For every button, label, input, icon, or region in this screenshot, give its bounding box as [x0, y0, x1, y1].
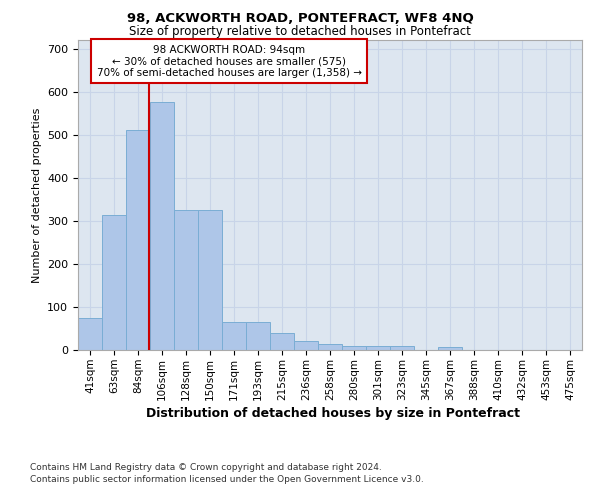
- Bar: [318, 344, 342, 350]
- Bar: [294, 342, 318, 350]
- Y-axis label: Number of detached properties: Number of detached properties: [32, 108, 41, 282]
- Text: Contains public sector information licensed under the Open Government Licence v3: Contains public sector information licen…: [30, 475, 424, 484]
- Bar: [198, 210, 222, 350]
- Bar: [222, 322, 246, 350]
- Text: Contains HM Land Registry data © Crown copyright and database right 2024.: Contains HM Land Registry data © Crown c…: [30, 462, 382, 471]
- Bar: [102, 215, 126, 350]
- Bar: [174, 210, 198, 350]
- Text: Distribution of detached houses by size in Pontefract: Distribution of detached houses by size …: [146, 408, 520, 420]
- Bar: [390, 346, 414, 350]
- Bar: [438, 346, 462, 350]
- Bar: [366, 346, 390, 350]
- Bar: [270, 333, 294, 350]
- Text: 98, ACKWORTH ROAD, PONTEFRACT, WF8 4NQ: 98, ACKWORTH ROAD, PONTEFRACT, WF8 4NQ: [127, 12, 473, 26]
- Bar: [78, 318, 102, 350]
- Text: Size of property relative to detached houses in Pontefract: Size of property relative to detached ho…: [129, 25, 471, 38]
- Bar: [150, 102, 174, 350]
- Bar: [342, 346, 366, 350]
- Bar: [246, 322, 270, 350]
- Text: 98 ACKWORTH ROAD: 94sqm
← 30% of detached houses are smaller (575)
70% of semi-d: 98 ACKWORTH ROAD: 94sqm ← 30% of detache…: [97, 44, 362, 78]
- Bar: [126, 130, 150, 350]
